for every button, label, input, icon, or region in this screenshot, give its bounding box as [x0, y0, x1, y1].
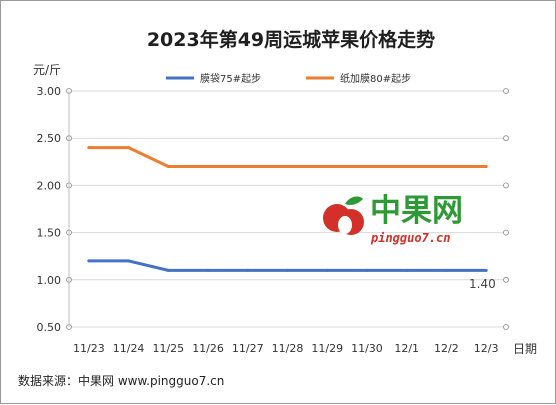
y-tick-marker-right	[504, 277, 509, 282]
x-tick-label: 11/29	[311, 342, 343, 355]
y-tick-label: 0.50	[37, 321, 62, 334]
y-tick-marker-right	[504, 183, 509, 188]
y-tick-marker-right	[504, 89, 509, 94]
data-point	[445, 165, 448, 168]
data-point	[365, 269, 368, 272]
data-point	[167, 165, 170, 168]
data-point	[286, 269, 289, 272]
data-point	[485, 165, 488, 168]
x-tick-label: 11/24	[113, 342, 145, 355]
x-tick-label: 12/3	[474, 342, 499, 355]
data-point	[326, 165, 329, 168]
x-tick-label: 11/26	[192, 342, 224, 355]
y-tick-label: 2.00	[37, 179, 62, 192]
data-point	[207, 165, 210, 168]
y-tick-label: 1.50	[37, 227, 62, 240]
data-point	[485, 269, 488, 272]
apple-logo-icon	[323, 196, 364, 235]
y-tick-label: 2.50	[37, 132, 62, 145]
watermark-name: 中果网	[370, 193, 463, 229]
data-point	[127, 259, 130, 262]
y-axis-ticks: 0.50 1.00 1.50 2.00 2.50 3.00	[37, 85, 62, 334]
data-point	[207, 269, 210, 272]
x-tick-label: 11/30	[351, 342, 383, 355]
x-tick-label: 12/1	[394, 342, 419, 355]
data-point	[365, 165, 368, 168]
x-tick-label: 11/28	[272, 342, 304, 355]
data-point	[87, 259, 90, 262]
data-point	[167, 269, 170, 272]
data-point	[286, 165, 289, 168]
x-tick-label: 11/23	[73, 342, 105, 355]
data-point	[246, 165, 249, 168]
data-point	[405, 269, 408, 272]
data-point	[246, 269, 249, 272]
data-point	[405, 165, 408, 168]
legend-label: 纸加膜80#起步	[340, 72, 411, 85]
y-tick-marker-right	[504, 325, 509, 330]
legend: 膜袋75#起步 纸加膜80#起步	[166, 72, 411, 85]
y-axis-unit: 元/斤	[33, 63, 61, 77]
data-point	[127, 146, 130, 149]
data-point	[326, 269, 329, 272]
x-axis-ticks: 11/23 11/24 11/25 11/26 11/27 11/28 11/29 11/30…	[73, 342, 498, 355]
data-source: 数据来源：中果网 www.pingguo7.cn	[18, 373, 224, 388]
x-tick-label: 12/2	[434, 342, 459, 355]
chart-title: 2023年第49周运城苹果价格走势	[147, 28, 435, 51]
value-annotation: 1.40	[469, 277, 496, 291]
y-tick-label: 3.00	[37, 85, 62, 98]
y-tick-marker-right	[504, 230, 509, 235]
x-tick-label: 11/25	[152, 342, 184, 355]
y-tick-label: 1.00	[37, 274, 62, 287]
series-line-2	[89, 148, 486, 167]
watermark-logo: 中果网 pingguo7.cn	[323, 193, 463, 245]
watermark-site: pingguo7.cn	[370, 231, 450, 245]
legend-label: 膜袋75#起步	[200, 72, 261, 85]
x-axis-label: 日期	[513, 342, 537, 356]
x-tick-label: 11/27	[232, 342, 264, 355]
data-point	[445, 269, 448, 272]
data-point	[87, 146, 90, 149]
y-tick-marker-right	[504, 136, 509, 141]
